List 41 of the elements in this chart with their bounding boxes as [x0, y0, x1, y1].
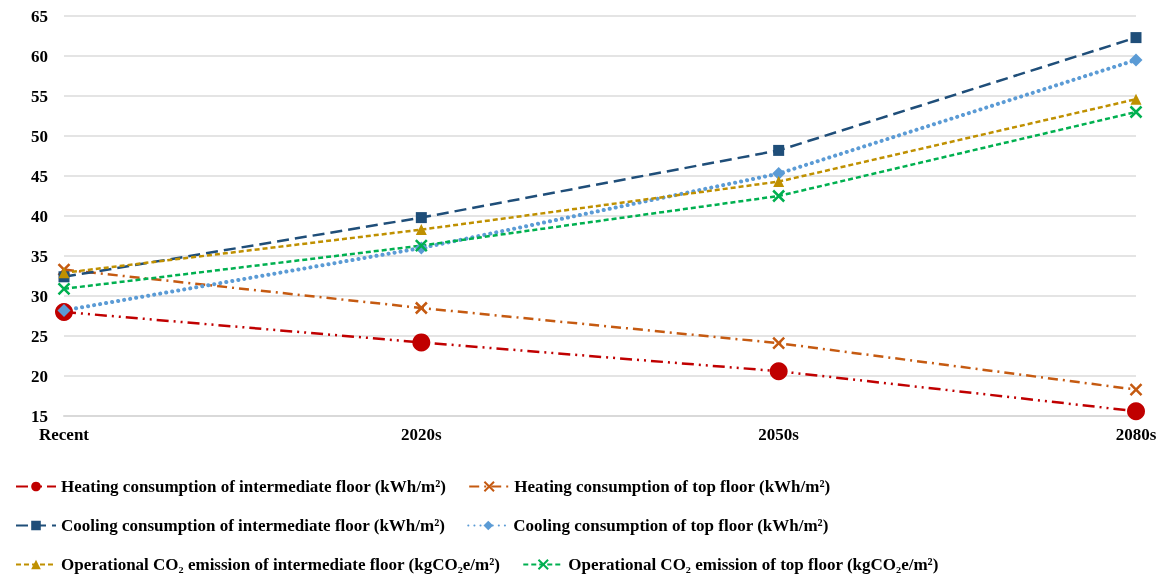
x-tick-label: 2080s: [1115, 425, 1157, 444]
point: [415, 212, 427, 224]
point: [772, 167, 786, 181]
point: [773, 176, 785, 188]
x-tick-label: 2050s: [758, 425, 800, 444]
y-tick-label: 55: [31, 86, 48, 106]
point: [1130, 93, 1142, 105]
point: [412, 333, 431, 352]
y-tick-label: 50: [31, 126, 48, 146]
y-tick-label: 15: [31, 406, 48, 426]
legend-label: Heating consumption of intermediate floor (kWh/m²): [61, 477, 446, 496]
y-tick-label: 25: [31, 326, 48, 346]
y-tick-label: 65: [31, 6, 48, 26]
legend-label: Operational CO₂ emission of intermediate floor (kgCO₂e/m²): [61, 555, 500, 574]
legend-label: Operational CO₂ emission of top floor (kgCO₂e/m²): [568, 555, 939, 574]
x-tick-label: 2020s: [401, 425, 443, 444]
x-tick-label: Recent: [38, 425, 90, 444]
legend-label: Heating consumption of top floor (kWh/m²): [514, 477, 831, 496]
point: [414, 301, 429, 315]
point: [57, 262, 71, 277]
point: [771, 336, 786, 350]
legend-label: Cooling consumption of top floor (kWh/m²): [513, 516, 829, 535]
point: [1129, 382, 1143, 397]
y-tick-label: 20: [31, 366, 48, 386]
point: [57, 282, 71, 296]
y-tick-label: 30: [31, 286, 48, 306]
point: [1127, 402, 1145, 421]
point: [1130, 32, 1142, 44]
y-tick-label: 45: [31, 166, 48, 186]
legend-label: Cooling consumption of intermediate floor (kWh/m²): [61, 516, 445, 535]
point: [769, 362, 788, 381]
y-tick-label: 35: [31, 246, 48, 266]
point: [1129, 53, 1143, 67]
point: [773, 144, 785, 156]
point: [57, 303, 71, 317]
point: [771, 189, 786, 203]
y-tick-label: 40: [31, 206, 48, 226]
point: [58, 267, 70, 279]
point: [415, 224, 427, 236]
point: [1129, 105, 1143, 119]
y-tick-label: 60: [31, 46, 48, 66]
